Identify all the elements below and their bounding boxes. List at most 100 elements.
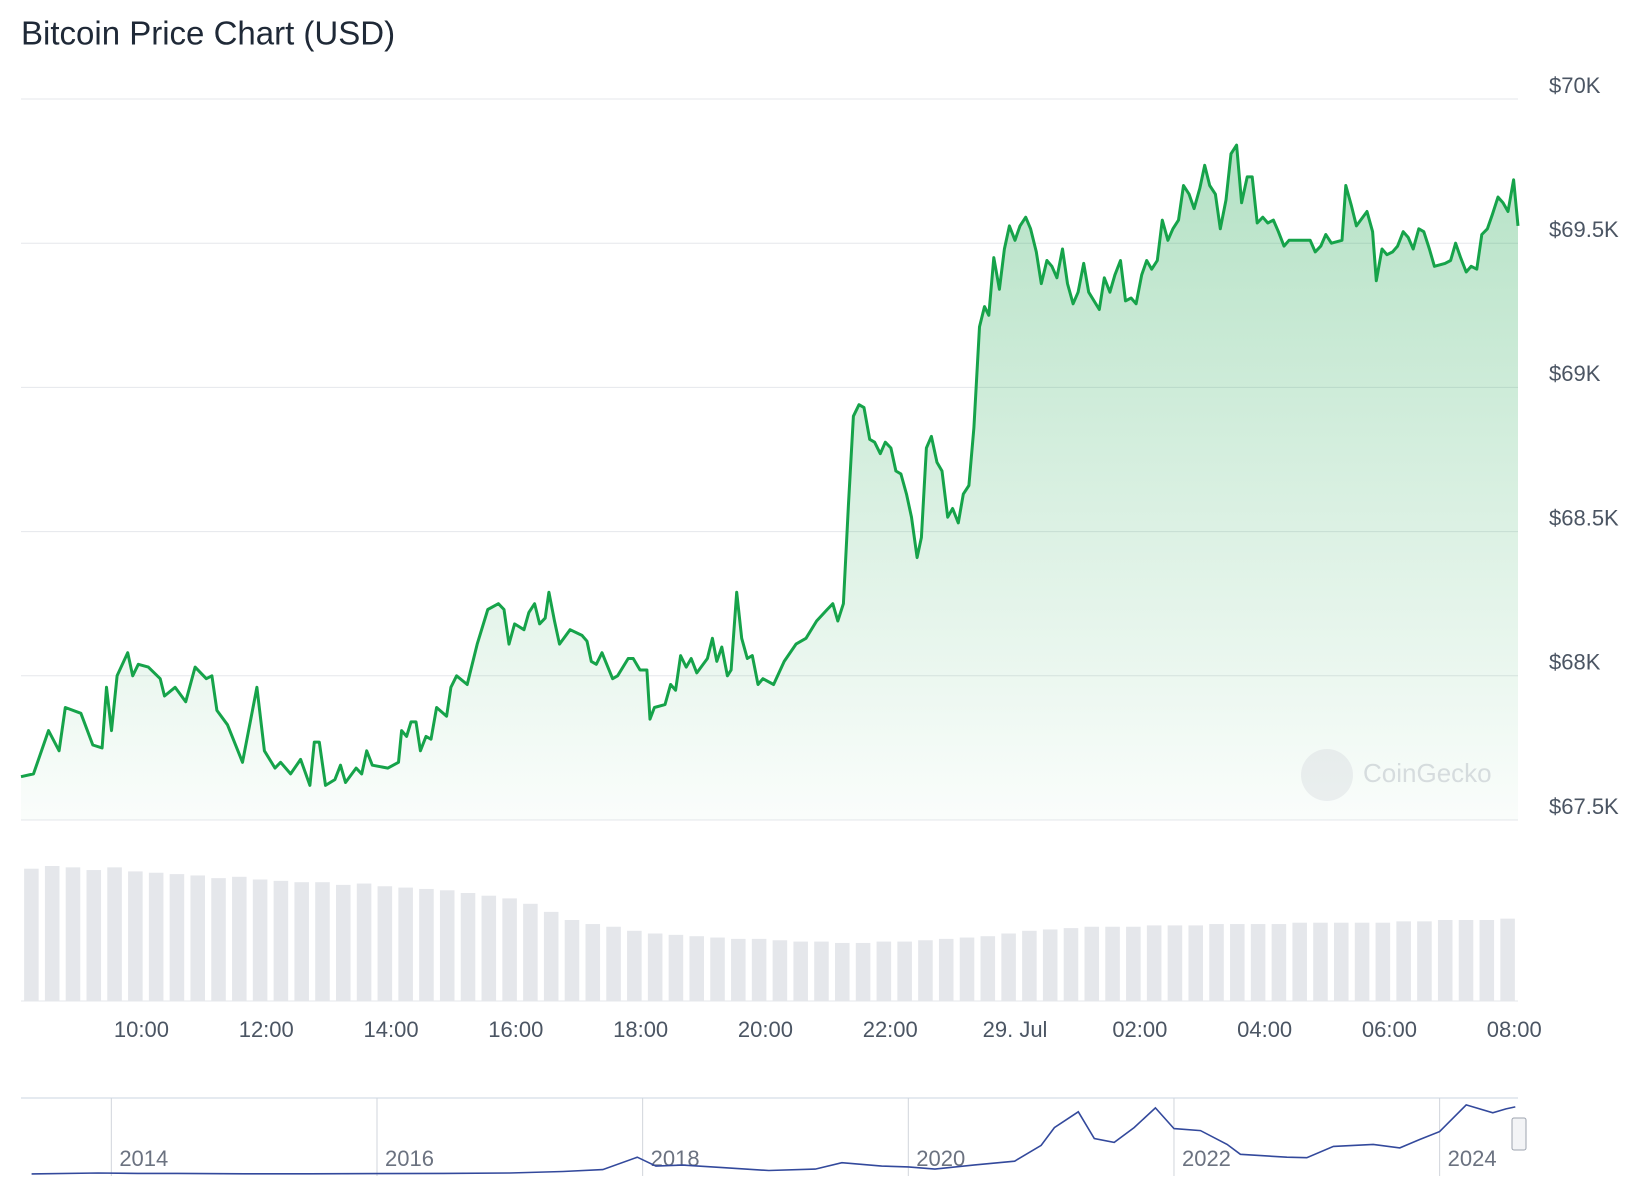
volume-bar bbox=[419, 888, 434, 1001]
x-tick-label: 29. Jul bbox=[983, 1017, 1048, 1042]
x-tick-label: 08:00 bbox=[1487, 1017, 1542, 1042]
volume-bar bbox=[523, 903, 538, 1001]
volume-bar bbox=[564, 920, 580, 1001]
volume-bar bbox=[169, 874, 185, 1001]
y-tick-label: $69.5K bbox=[1549, 217, 1619, 242]
x-tick-label: 12:00 bbox=[239, 1017, 294, 1042]
volume-bar bbox=[1271, 924, 1287, 1001]
y-tick-label: $68K bbox=[1549, 650, 1601, 675]
volume-bar bbox=[1250, 924, 1266, 1001]
volume-bar bbox=[647, 933, 663, 1001]
volume-bar bbox=[1084, 926, 1100, 1001]
volume-bar bbox=[252, 879, 268, 1001]
volume-bar bbox=[1209, 924, 1224, 1001]
volume-bar bbox=[1001, 933, 1016, 1001]
volume-bar bbox=[356, 883, 372, 1001]
volume-bar bbox=[627, 930, 642, 1001]
volume-bar bbox=[1188, 925, 1204, 1001]
volume-bar bbox=[543, 911, 559, 1001]
volume-bar bbox=[377, 886, 393, 1001]
navigator-tick-label: 2022 bbox=[1182, 1146, 1231, 1171]
y-tick-label: $70K bbox=[1549, 73, 1601, 98]
volume-bar bbox=[1022, 930, 1037, 1001]
volume-bar bbox=[1396, 921, 1411, 1001]
volume-bar bbox=[1146, 925, 1162, 1001]
volume-bar bbox=[398, 887, 413, 1001]
volume-bar bbox=[793, 941, 808, 1001]
watermark-text: CoinGecko bbox=[1363, 758, 1492, 788]
chart-title: Bitcoin Price Chart (USD) bbox=[21, 15, 395, 52]
volume-bar bbox=[772, 940, 788, 1001]
volume-bar bbox=[668, 934, 684, 1001]
volume-bar bbox=[128, 871, 143, 1001]
volume-bar bbox=[1333, 922, 1349, 1001]
volume-bar bbox=[439, 890, 455, 1001]
volume-bar bbox=[876, 941, 892, 1001]
navigator-tick-label: 2016 bbox=[385, 1146, 434, 1171]
volume-bar bbox=[959, 937, 975, 1001]
volume-bar bbox=[1063, 928, 1079, 1001]
x-tick-label: 06:00 bbox=[1362, 1017, 1417, 1042]
navigator-handle[interactable] bbox=[1511, 1117, 1527, 1151]
y-tick-label: $67.5K bbox=[1549, 794, 1619, 819]
volume-bar bbox=[1354, 922, 1370, 1001]
y-tick-label: $69K bbox=[1549, 361, 1601, 386]
volume-bar bbox=[107, 867, 122, 1001]
x-tick-label: 10:00 bbox=[114, 1017, 169, 1042]
volume-bar bbox=[731, 938, 746, 1001]
volume-bar bbox=[315, 882, 330, 1001]
x-tick-label: 20:00 bbox=[738, 1017, 793, 1042]
volume-bar bbox=[190, 875, 206, 1001]
volume-bar bbox=[1042, 929, 1058, 1001]
volume-bar bbox=[918, 940, 933, 1001]
volume-bar bbox=[751, 938, 767, 1001]
watermark-logo bbox=[1301, 749, 1353, 801]
volume-bar bbox=[1313, 922, 1328, 1001]
volume-bar bbox=[834, 942, 850, 1001]
x-tick-label: 14:00 bbox=[364, 1017, 419, 1042]
volume-bar bbox=[502, 898, 517, 1001]
volume-bar bbox=[1230, 924, 1245, 1001]
volume-bar bbox=[1167, 925, 1183, 1001]
volume-bar bbox=[211, 878, 226, 1001]
volume-bar bbox=[1292, 922, 1307, 1001]
x-tick-label: 04:00 bbox=[1237, 1017, 1292, 1042]
price-area bbox=[21, 145, 1518, 821]
volume-bar bbox=[24, 868, 39, 1001]
volume-bar bbox=[1479, 920, 1495, 1001]
volume-bar bbox=[938, 938, 954, 1001]
volume-bar bbox=[460, 893, 476, 1001]
navigator-tick-label: 2018 bbox=[651, 1146, 700, 1171]
volume-bar bbox=[1105, 926, 1120, 1001]
x-tick-label: 22:00 bbox=[863, 1017, 918, 1042]
volume-bar bbox=[232, 876, 247, 1001]
x-tick-label: 02:00 bbox=[1112, 1017, 1167, 1042]
navigator-tick-label: 2024 bbox=[1448, 1146, 1497, 1171]
navigator-tick-label: 2014 bbox=[119, 1146, 168, 1171]
x-tick-label: 18:00 bbox=[613, 1017, 668, 1042]
volume-bar bbox=[335, 884, 351, 1001]
volume-bar bbox=[585, 924, 601, 1001]
price-line bbox=[20, 143, 1520, 787]
volume-bar bbox=[273, 880, 289, 1001]
volume-bar bbox=[44, 866, 60, 1001]
x-tick-label: 16:00 bbox=[488, 1017, 543, 1042]
volume-bar bbox=[1500, 918, 1515, 1001]
navigator-line bbox=[31, 1103, 1516, 1175]
volume-bar bbox=[148, 872, 164, 1001]
volume-bar bbox=[606, 926, 621, 1001]
volume-bar bbox=[897, 941, 912, 1001]
volume-bar bbox=[980, 936, 996, 1001]
volume-bar bbox=[1458, 920, 1474, 1001]
volume-bar bbox=[814, 941, 829, 1001]
volume-bar bbox=[1417, 921, 1432, 1001]
volume-bar bbox=[294, 882, 309, 1001]
volume-bar bbox=[689, 936, 705, 1001]
volume-bar bbox=[481, 895, 497, 1001]
volume-bar bbox=[1126, 926, 1141, 1001]
volume-bar bbox=[1437, 920, 1453, 1001]
volume-bar bbox=[86, 870, 102, 1001]
watermark: CoinGecko bbox=[1301, 749, 1492, 801]
volume-bar bbox=[855, 942, 871, 1001]
